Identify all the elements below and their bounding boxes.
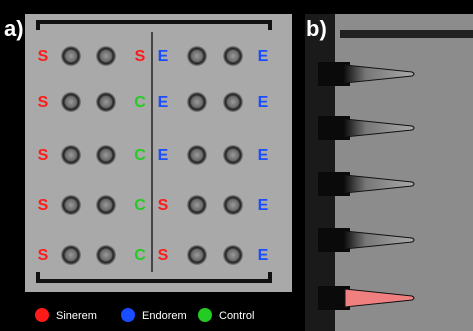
legend-swatch (121, 308, 135, 322)
panel-b-top (340, 30, 473, 38)
well-letter: E (258, 48, 269, 65)
well (96, 245, 116, 265)
well (61, 92, 81, 112)
well-letter: C (134, 247, 146, 264)
well (96, 195, 116, 215)
well-letter: E (258, 94, 269, 111)
well-letter: E (158, 147, 169, 164)
legend-label: Sinerem (56, 310, 97, 322)
well-letter: E (258, 247, 269, 264)
well-letter: S (38, 147, 49, 164)
well-letter: E (158, 94, 169, 111)
well (223, 92, 243, 112)
well (187, 195, 207, 215)
well-letter: S (38, 247, 49, 264)
panel-label: b) (306, 16, 327, 41)
well-letter: S (135, 48, 146, 65)
well-letter: E (158, 48, 169, 65)
well (96, 145, 116, 165)
panel-label: a) (4, 16, 24, 41)
well (96, 46, 116, 66)
well (223, 46, 243, 66)
well-letter: E (258, 147, 269, 164)
well-letter: E (258, 197, 269, 214)
well-letter: S (38, 48, 49, 65)
well (96, 92, 116, 112)
well (187, 92, 207, 112)
legend-label: Endorem (142, 310, 187, 322)
well (223, 145, 243, 165)
well (223, 195, 243, 215)
well (223, 245, 243, 265)
well (187, 145, 207, 165)
figure: a) b) SSEESCEESCEESCSESCSESineremEndorem… (0, 0, 473, 331)
well-letter: C (134, 94, 146, 111)
legend-label: Control (219, 310, 254, 322)
well-letter: S (158, 197, 169, 214)
well (187, 245, 207, 265)
well (61, 195, 81, 215)
well-letter: C (134, 197, 146, 214)
well-letter: S (38, 94, 49, 111)
well (61, 245, 81, 265)
well (187, 46, 207, 66)
well (61, 145, 81, 165)
legend-swatch (198, 308, 212, 322)
well-letter: S (158, 247, 169, 264)
well (61, 46, 81, 66)
page: a) b) SSEESCEESCEESCSESCSESineremEndorem… (0, 0, 473, 331)
legend-swatch (35, 308, 49, 322)
well-letter: S (38, 197, 49, 214)
well-letter: C (134, 147, 146, 164)
